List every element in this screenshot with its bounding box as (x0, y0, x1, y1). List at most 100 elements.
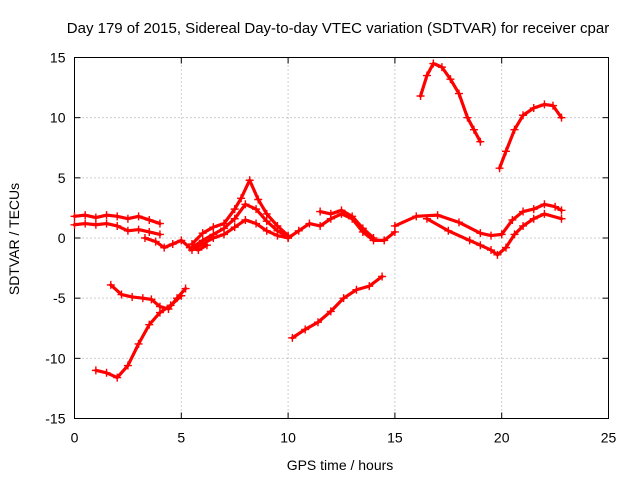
data-point (305, 219, 314, 228)
data-point (314, 318, 323, 327)
x-tick-label: 10 (280, 430, 296, 446)
data-point (160, 243, 169, 252)
data-point (241, 215, 250, 224)
data-point (540, 209, 549, 218)
data-point (454, 89, 463, 98)
data-point (123, 226, 132, 235)
data-point (369, 234, 378, 242)
data-point (173, 294, 182, 303)
data-point (81, 219, 90, 228)
data-point (252, 219, 261, 228)
data-point (476, 229, 485, 238)
data-point (339, 294, 348, 303)
data-point (262, 217, 271, 226)
data-point (140, 234, 149, 242)
data-point (540, 200, 549, 209)
data-point (497, 230, 506, 239)
data-point (198, 240, 207, 249)
data-point (155, 230, 164, 239)
data-point (454, 218, 463, 227)
data-point (273, 231, 282, 240)
data-point (519, 207, 528, 216)
data-point (326, 209, 335, 218)
data-point (422, 71, 431, 80)
x-tick-label: 25 (601, 430, 617, 446)
data-point (155, 219, 164, 228)
data-point (551, 202, 560, 211)
data-point (230, 205, 239, 214)
data-point (380, 236, 389, 245)
data-point (529, 104, 538, 113)
grid (74, 57, 609, 419)
data-point (433, 211, 442, 220)
data-point (70, 212, 79, 221)
data-point (187, 246, 196, 255)
x-tick-label: 15 (387, 430, 403, 446)
data-point (326, 307, 335, 316)
data-point (102, 211, 111, 220)
series-line-right-lower (425, 212, 564, 257)
data-point (252, 205, 261, 214)
data-point (493, 250, 502, 259)
y-tick-label: 15 (50, 50, 66, 66)
data-point (337, 206, 346, 215)
data-point (510, 125, 519, 134)
data-point (145, 215, 154, 224)
data-point (469, 125, 478, 134)
data-point (134, 212, 143, 221)
data-point (352, 285, 361, 294)
data-point (358, 224, 367, 233)
data-point (378, 272, 387, 281)
data-point (123, 361, 132, 370)
data-point (145, 320, 154, 329)
data-point (147, 295, 156, 304)
data-point (164, 304, 173, 313)
data-point (209, 223, 218, 232)
data-point (540, 100, 549, 109)
x-axis-label: GPS time / hours (287, 457, 394, 473)
data-point (134, 225, 143, 234)
data-point (429, 59, 438, 68)
data-point (262, 226, 271, 235)
y-axis-label: SDTVAR / TECUs (6, 183, 22, 295)
x-tick-label: 20 (494, 430, 510, 446)
data-point (557, 214, 566, 223)
data-point (237, 194, 246, 203)
data-point (487, 231, 496, 240)
data-point (113, 221, 122, 230)
data-point (245, 176, 254, 185)
data-point (91, 220, 100, 229)
data-point (437, 63, 446, 72)
data-point (557, 113, 566, 122)
data-point (113, 373, 122, 382)
data-point (495, 164, 504, 173)
data-point (548, 101, 557, 110)
y-tick-label: -10 (45, 350, 65, 366)
data-point (230, 223, 239, 232)
data-point (230, 214, 239, 223)
y-tick-label: 5 (58, 170, 66, 186)
data-point (151, 237, 160, 246)
data-point (168, 240, 177, 249)
data-point (390, 221, 399, 230)
data-point (198, 229, 207, 238)
data-point (181, 284, 190, 293)
data-point (81, 211, 90, 220)
data-point (209, 234, 218, 242)
data-point (138, 294, 147, 303)
data-point (501, 243, 510, 252)
data-point (128, 292, 137, 301)
data-point (134, 339, 143, 348)
data-point (113, 212, 122, 221)
data-point (444, 226, 453, 235)
data-point (177, 236, 186, 245)
y-tick-label: 10 (50, 110, 66, 126)
data-point (365, 282, 374, 291)
x-tick-label: 0 (71, 430, 79, 446)
data-point (557, 206, 566, 215)
data-point (294, 226, 303, 235)
data-point (91, 213, 100, 222)
data-point (501, 147, 510, 156)
data-point (70, 220, 79, 229)
data-point (446, 75, 455, 84)
